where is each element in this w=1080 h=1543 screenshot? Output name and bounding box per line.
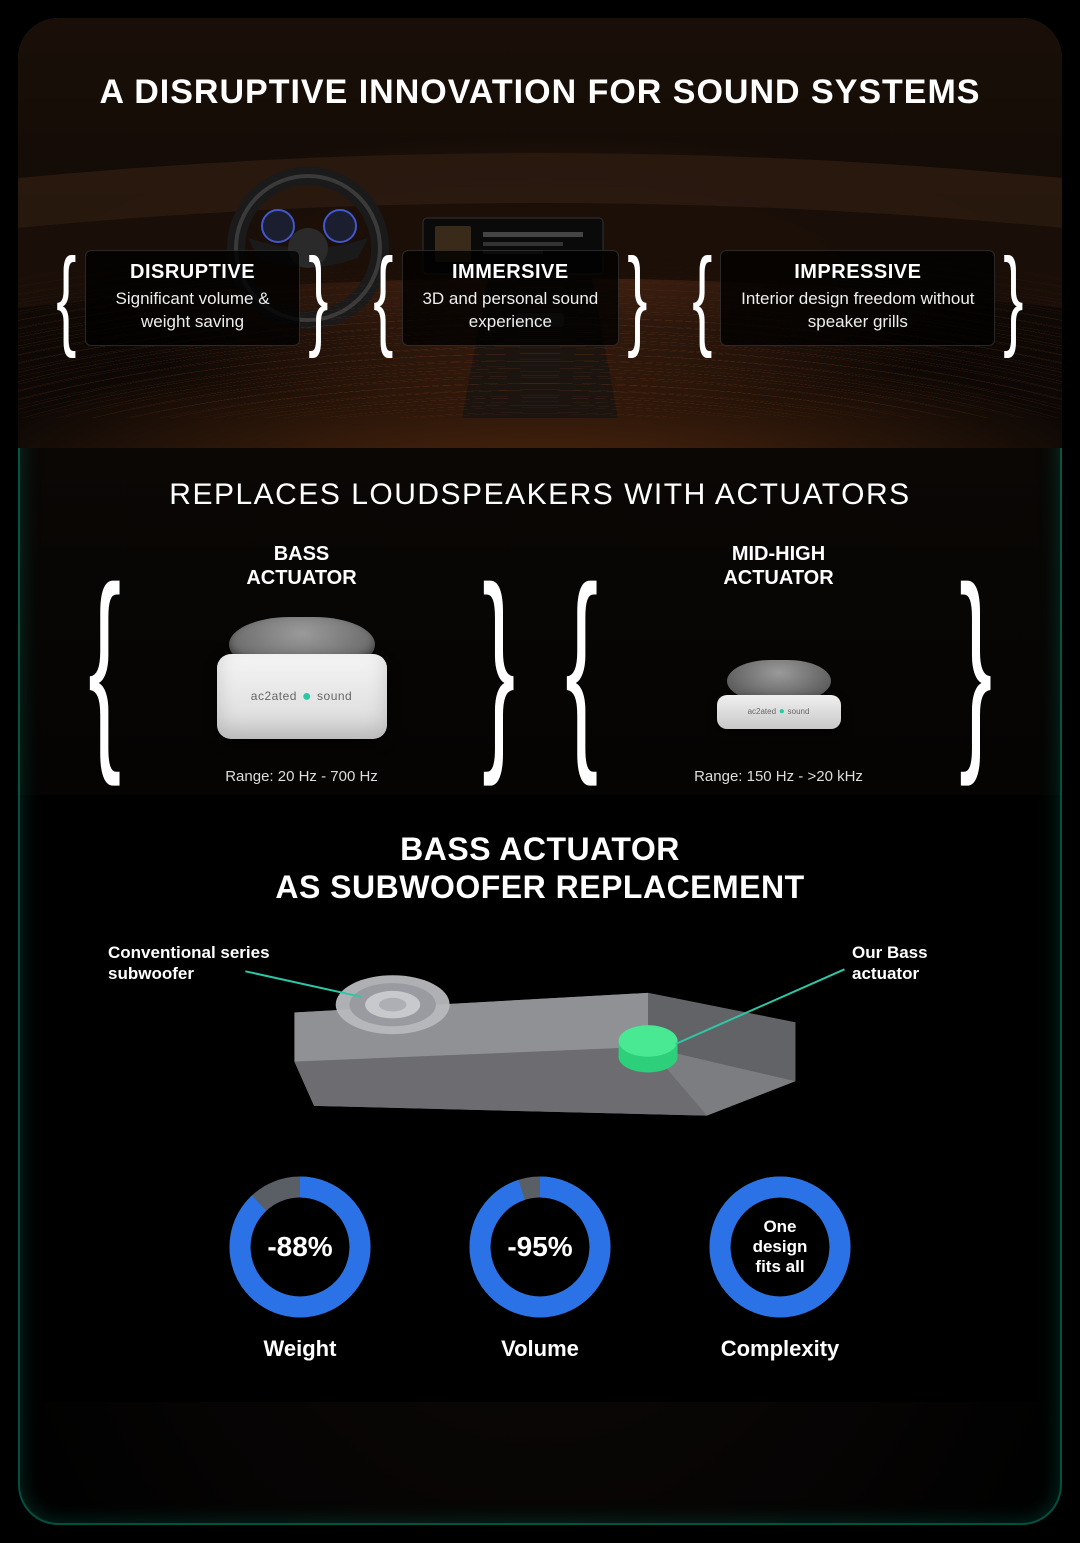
brace-open-icon: {	[565, 565, 598, 763]
ring-value: -88%	[225, 1172, 375, 1322]
infographic-card: A DISRUPTIVE INNOVATION FOR SOUND SYSTEM…	[18, 18, 1062, 1525]
subwoofer-title: BASS ACTUATOR AS SUBWOOFER REPLACEMENT	[58, 830, 1022, 907]
brace-open-icon: {	[56, 243, 76, 353]
badge-title: DISRUPTIVE	[104, 261, 282, 284]
badge-impressive: IMPRESSIVE Interior design freedom witho…	[720, 250, 995, 345]
bass-actuator-image: ac2ated ● sound	[141, 604, 461, 754]
actuator-title: BASS ACTUATOR	[141, 542, 461, 590]
actuator-range: Range: 150 Hz - >20 kHz	[618, 768, 938, 785]
ring-value: -95%	[465, 1172, 615, 1322]
brace-close-icon: }	[959, 565, 992, 763]
actuator-range: Range: 20 Hz - 700 Hz	[141, 768, 461, 785]
metrics-row: -88% Weight -95% Volume	[58, 1172, 1022, 1362]
hero-badges-row: { DISRUPTIVE Significant volume & weight…	[18, 243, 1062, 353]
metric-complexity: One design fits all Complexity	[705, 1172, 855, 1362]
metric-caption: Complexity	[705, 1336, 855, 1362]
badge-disruptive: DISRUPTIVE Significant volume & weight s…	[85, 250, 301, 345]
actuators-title: REPLACES LOUDSPEAKERS WITH ACTUATORS	[68, 478, 1012, 512]
brace-close-icon: }	[309, 243, 329, 353]
badge-sub: 3D and personal sound experience	[421, 288, 600, 332]
actuators-row: { BASS ACTUATOR ac2ated ● sound Range: 2…	[68, 542, 1012, 785]
hero-title: A DISRUPTIVE INNOVATION FOR SOUND SYSTEM…	[18, 73, 1062, 112]
badge-title: IMPRESSIVE	[739, 261, 976, 284]
ring-chart: -95%	[465, 1172, 615, 1322]
metric-volume: -95% Volume	[465, 1172, 615, 1362]
metric-weight: -88% Weight	[225, 1172, 375, 1362]
badge-title: IMMERSIVE	[421, 261, 600, 284]
hero-section: A DISRUPTIVE INNOVATION FOR SOUND SYSTEM…	[18, 18, 1062, 448]
assembly-diagram: Conventional series subwoofer Our Bass a…	[98, 932, 982, 1152]
actuator-col-midhigh: { MID-HIGH ACTUATOR ac2ated ● sound Rang…	[545, 542, 1012, 785]
brace-open-icon: {	[88, 565, 121, 763]
badge-sub: Significant volume & weight saving	[104, 288, 282, 332]
ring-chart: -88%	[225, 1172, 375, 1322]
callout-conventional: Conventional series subwoofer	[108, 942, 288, 985]
badge-immersive: IMMERSIVE 3D and personal sound experien…	[402, 250, 619, 345]
brace-open-icon: {	[692, 243, 712, 353]
brace-close-icon: }	[627, 243, 647, 353]
actuators-section: REPLACES LOUDSPEAKERS WITH ACTUATORS { B…	[18, 448, 1062, 795]
badge-group-2: { IMPRESSIVE Interior design freedom wit…	[684, 243, 1032, 353]
actuator-title: MID-HIGH ACTUATOR	[618, 542, 938, 590]
brace-close-icon: }	[1004, 243, 1024, 353]
subwoofer-section: BASS ACTUATOR AS SUBWOOFER REPLACEMENT C…	[18, 795, 1062, 1402]
callout-ours: Our Bass actuator	[852, 942, 972, 985]
badge-group-0: { DISRUPTIVE Significant volume & weight…	[48, 243, 337, 353]
ring-chart: One design fits all	[705, 1172, 855, 1322]
badge-group-1: { IMMERSIVE 3D and personal sound experi…	[365, 243, 656, 353]
actuator-col-bass: { BASS ACTUATOR ac2ated ● sound Range: 2…	[68, 542, 535, 785]
midhigh-actuator-image: ac2ated ● sound	[618, 604, 938, 754]
ring-value: One design fits all	[705, 1172, 855, 1322]
brace-close-icon: }	[482, 565, 515, 763]
badge-sub: Interior design freedom without speaker …	[739, 288, 976, 332]
brace-open-icon: {	[373, 243, 393, 353]
metric-caption: Weight	[225, 1336, 375, 1362]
metric-caption: Volume	[465, 1336, 615, 1362]
